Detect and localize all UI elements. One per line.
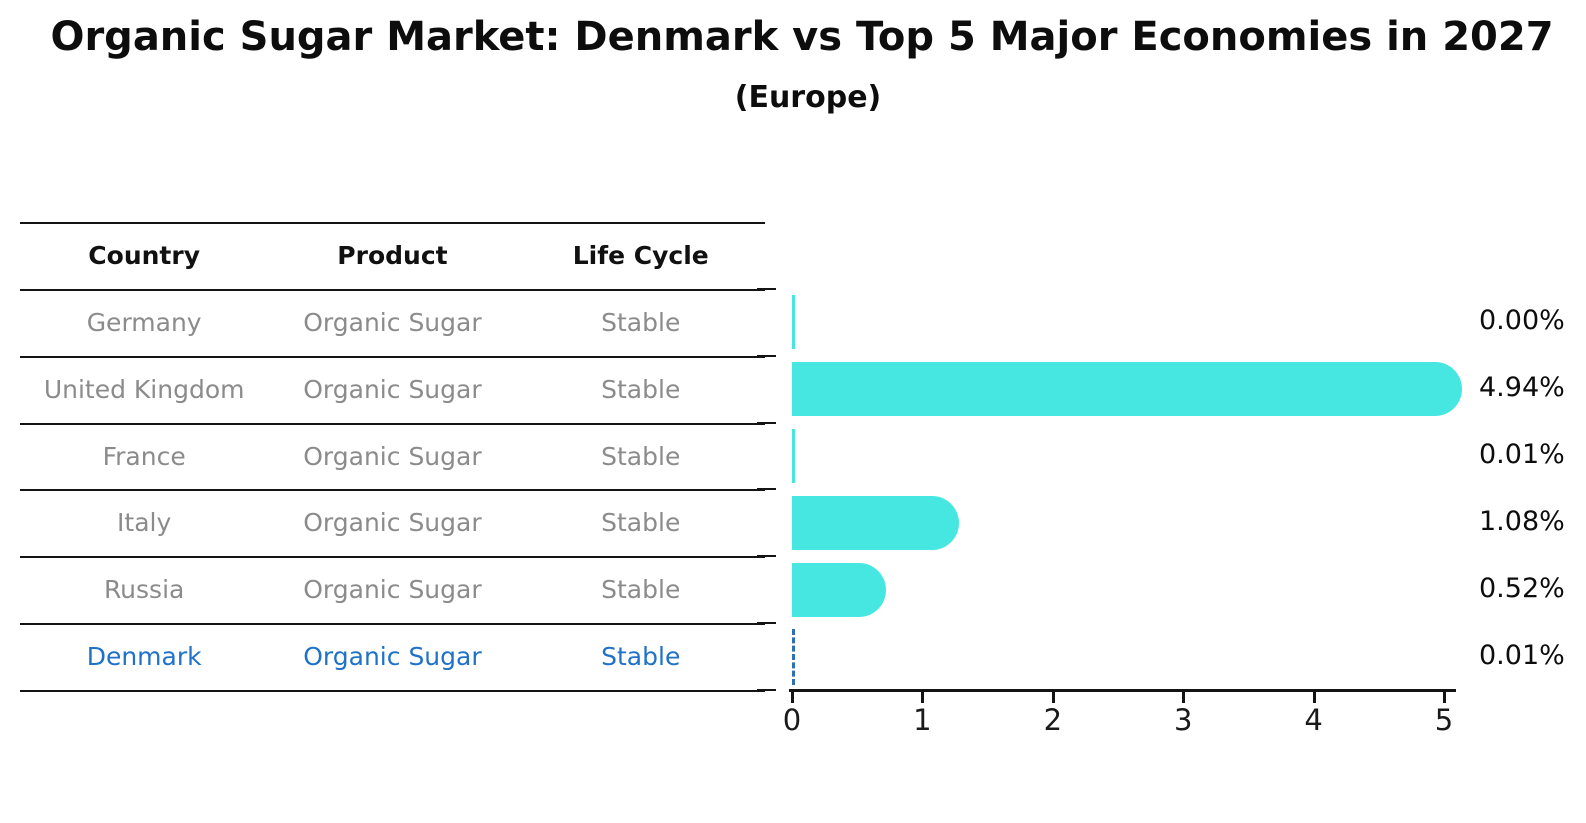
table-row-separator — [20, 556, 765, 559]
lifecycle-cell: Stable — [601, 374, 681, 404]
column-header-lifecycle: Life Cycle — [572, 241, 709, 270]
x-tick-label: 2 — [1043, 703, 1063, 737]
x-tick-label: 0 — [782, 703, 802, 737]
table-row-russia: Russia Organic Sugar Stable — [20, 556, 765, 623]
table-row-italy: Italy Organic Sugar Stable — [20, 489, 765, 556]
table-row-separator — [20, 623, 765, 626]
x-tick-label: 5 — [1434, 703, 1454, 737]
bar-germany — [792, 295, 795, 350]
table-row-france: France Organic Sugar Stable — [20, 423, 765, 490]
x-tick — [1312, 692, 1316, 703]
bar-chart-plot-area — [792, 289, 1463, 690]
product-cell: Organic Sugar — [303, 575, 482, 605]
x-tick — [921, 692, 925, 703]
product-cell: Organic Sugar — [303, 508, 482, 538]
y-tick — [757, 488, 776, 491]
lifecycle-cell: Stable — [601, 441, 681, 471]
table-header-separator — [20, 289, 765, 291]
table-row-denmark: Denmark Organic Sugar Stable — [20, 623, 765, 690]
value-label-germany: 0.00% — [1479, 305, 1565, 337]
product-cell: Organic Sugar — [303, 642, 482, 672]
chart-subtitle: (Europe) — [734, 80, 882, 115]
lifecycle-cell: Stable — [601, 642, 681, 672]
country-cell: Italy — [117, 508, 172, 538]
table-row-germany: Germany Organic Sugar Stable — [20, 289, 765, 356]
table-header-row: Country Product Life Cycle — [20, 222, 765, 289]
bar-denmark — [792, 628, 795, 685]
table-row-separator — [20, 355, 765, 358]
country-cell: Denmark — [86, 642, 202, 672]
value-label-denmark: 0.01% — [1479, 639, 1565, 671]
y-tick — [757, 555, 776, 558]
country-cell: Germany — [86, 307, 202, 337]
data-table: Country Product Life Cycle Germany Organi… — [20, 222, 765, 692]
y-tick — [757, 288, 776, 290]
bar-italy — [792, 495, 959, 550]
column-header-country: Country — [88, 241, 200, 270]
x-tick — [791, 692, 794, 703]
product-cell: Organic Sugar — [303, 307, 482, 337]
product-cell: Organic Sugar — [303, 441, 482, 471]
country-cell: Russia — [103, 575, 185, 605]
x-axis-line — [789, 689, 1456, 692]
column-header-product: Product — [337, 241, 448, 270]
x-tick — [1051, 692, 1055, 703]
y-tick — [757, 688, 776, 691]
value-label-united-kingdom: 4.94% — [1479, 372, 1565, 404]
x-tick — [1182, 692, 1186, 703]
y-tick — [757, 622, 776, 625]
lifecycle-cell: Stable — [601, 508, 681, 538]
x-tick — [1443, 692, 1446, 703]
table-top-border — [20, 222, 765, 224]
value-label-russia: 0.52% — [1479, 572, 1565, 604]
value-label-italy: 1.08% — [1479, 505, 1565, 537]
x-tick-label: 1 — [913, 703, 932, 737]
lifecycle-cell: Stable — [601, 307, 681, 337]
table-row-united-kingdom: United Kingdom Organic Sugar Stable — [20, 356, 765, 423]
country-cell: France — [102, 441, 186, 471]
country-cell: United Kingdom — [43, 374, 245, 404]
value-label-france: 0.01% — [1479, 439, 1565, 471]
y-tick — [757, 421, 776, 424]
x-tick-label: 4 — [1304, 703, 1323, 737]
bar-france — [792, 429, 795, 484]
product-cell: Organic Sugar — [303, 374, 482, 404]
table-row-separator — [20, 689, 765, 692]
y-tick — [757, 354, 776, 357]
table-row-separator — [20, 422, 765, 425]
x-tick-label: 3 — [1173, 703, 1193, 737]
lifecycle-cell: Stable — [601, 575, 681, 605]
chart-title: Organic Sugar Market: Denmark vs Top 5 M… — [50, 14, 1554, 60]
table-row-separator — [20, 489, 765, 492]
bar-russia — [792, 562, 886, 617]
bar-united-kingdom — [792, 362, 1463, 417]
